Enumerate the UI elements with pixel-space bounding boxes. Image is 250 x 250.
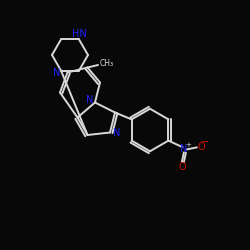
Text: −: − — [201, 137, 209, 147]
Text: O: O — [197, 142, 205, 152]
Text: O: O — [178, 162, 186, 172]
Text: N: N — [86, 95, 93, 105]
Text: N: N — [112, 128, 120, 138]
Text: N: N — [180, 144, 188, 154]
Text: N: N — [53, 68, 60, 78]
Text: +: + — [185, 142, 191, 148]
Text: CH₃: CH₃ — [100, 59, 114, 68]
Text: HN: HN — [72, 30, 86, 40]
